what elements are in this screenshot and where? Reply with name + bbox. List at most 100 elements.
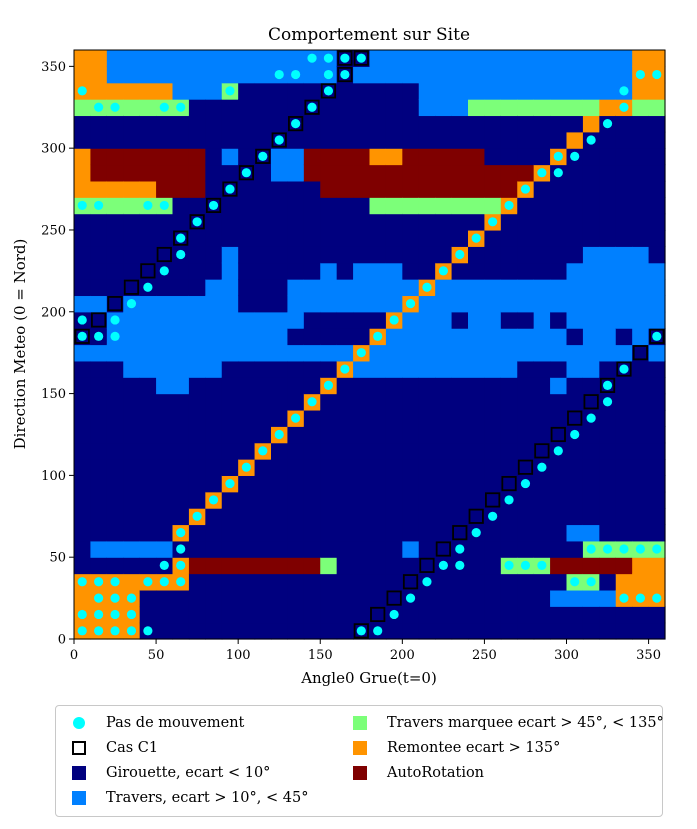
heatmap-cell-travers	[369, 360, 387, 378]
heatmap-cell-girouette	[566, 180, 584, 198]
heatmap-cell-girouette	[468, 426, 486, 444]
heatmap-cell-girouette	[484, 589, 502, 607]
heatmap-cell-girouette	[517, 131, 535, 149]
heatmap-cell-autorotation	[451, 180, 469, 198]
cas-c1-marker	[222, 181, 238, 197]
heatmap-cell-girouette	[303, 589, 321, 607]
cas-c1-marker	[353, 50, 369, 66]
heatmap-cell-girouette	[402, 442, 420, 460]
heatmap-cell-travers	[566, 50, 584, 67]
heatmap-cell-girouette	[320, 229, 338, 247]
pas-de-mouvement-point	[291, 119, 301, 129]
heatmap-cell-girouette	[484, 606, 502, 624]
heatmap-cell-girouette	[139, 508, 157, 526]
heatmap-cell-girouette	[435, 622, 453, 640]
heatmap-cell-travers	[566, 82, 584, 100]
heatmap-cell-girouette	[517, 442, 535, 460]
heatmap-cell-travers	[566, 311, 584, 329]
pas-de-mouvement-point	[570, 577, 580, 587]
heatmap-cell-girouette	[254, 164, 272, 182]
heatmap-cell-travers	[172, 311, 190, 329]
heatmap-cell-travers	[418, 328, 436, 346]
heatmap-cell-girouette	[648, 475, 666, 493]
heatmap-cell-girouette	[353, 377, 371, 395]
heatmap-cell-travers	[336, 279, 354, 297]
heatmap-cell-girouette	[468, 131, 486, 149]
heatmap-cell-girouette	[238, 508, 256, 526]
heatmap-cell-girouette	[188, 524, 206, 542]
heatmap-cell-girouette	[139, 229, 157, 247]
heatmap-cell-autorotation	[500, 180, 518, 198]
heatmap-cell-girouette	[632, 197, 650, 215]
heatmap-cell-girouette	[418, 589, 436, 607]
heatmap-cell-girouette	[632, 164, 650, 182]
heatmap-cell-travers_marquee	[533, 99, 551, 117]
heatmap-cell-girouette	[271, 197, 289, 215]
heatmap-cell-autorotation	[385, 164, 403, 182]
heatmap-cell-girouette	[566, 475, 584, 493]
heatmap-cell-girouette	[156, 213, 174, 231]
heatmap-cell-girouette	[353, 82, 371, 100]
heatmap-cell-girouette	[484, 409, 502, 427]
heatmap-cell-autorotation	[402, 148, 420, 166]
heatmap-cell-girouette	[90, 213, 108, 231]
heatmap-cell-travers_marquee	[500, 99, 518, 117]
heatmap-cell-girouette	[254, 213, 272, 231]
heatmap-cell-travers	[615, 50, 633, 67]
heatmap-cell-girouette	[271, 213, 289, 231]
heatmap-cell-autorotation	[188, 180, 206, 198]
heatmap-cell-girouette	[172, 115, 190, 133]
heatmap-cell-autorotation	[172, 180, 190, 198]
heatmap-cell-girouette	[385, 524, 403, 542]
heatmap-cell-travers	[287, 50, 305, 67]
heatmap-cell-girouette	[303, 197, 321, 215]
pas-de-mouvement-point	[94, 593, 104, 603]
heatmap-cell-travers	[582, 328, 600, 346]
heatmap-cell-travers	[533, 279, 551, 297]
heatmap-cell-girouette	[90, 426, 108, 444]
heatmap-cell-travers	[188, 328, 206, 346]
heatmap-cell-girouette	[484, 540, 502, 558]
heatmap-cell-girouette	[615, 409, 633, 427]
orange-square-icon	[353, 741, 367, 755]
heatmap-cell-girouette	[484, 229, 502, 247]
heatmap-cell-girouette	[287, 262, 305, 280]
heatmap-cell-girouette	[533, 540, 551, 558]
cas-c1-marker	[205, 197, 222, 214]
heatmap-cell-girouette	[615, 622, 633, 640]
heatmap-cell-travers	[369, 262, 387, 280]
heatmap-cell-girouette	[336, 557, 354, 575]
heatmap-cell-girouette	[632, 131, 650, 149]
heatmap-cell-travers	[582, 344, 600, 362]
heatmap-cell-girouette	[451, 426, 469, 444]
cas-c1-marker	[649, 328, 665, 344]
heatmap-cell-travers_marquee	[648, 99, 666, 117]
heatmap-cell-girouette	[254, 246, 272, 264]
heatmap-cell-girouette	[632, 393, 650, 411]
heatmap-cell-girouette	[74, 360, 92, 378]
heatmap-cell-girouette	[582, 180, 600, 198]
heatmap-cell-autorotation	[188, 557, 206, 575]
heatmap-cell-girouette	[451, 131, 469, 149]
heatmap-cell-girouette	[221, 197, 239, 215]
heatmap-cell-travers	[582, 50, 600, 67]
heatmap-cell-girouette	[336, 115, 354, 133]
cas-c1-marker	[435, 541, 451, 557]
heatmap-cell-autorotation	[500, 164, 518, 182]
heatmap-cell-girouette	[402, 115, 420, 133]
heatmap-cell-girouette	[172, 508, 190, 526]
heatmap-cell-travers	[566, 589, 584, 607]
heatmap-cell-girouette	[336, 82, 354, 100]
heatmap-cell-travers	[615, 344, 633, 362]
heatmap-cell-girouette	[205, 377, 223, 395]
heatmap-cell-girouette	[336, 229, 354, 247]
heatmap-cell-girouette	[271, 540, 289, 558]
heatmap-cell-girouette	[221, 164, 239, 182]
heatmap-cell-travers	[484, 344, 502, 362]
heatmap-cell-travers	[74, 344, 92, 362]
heatmap-cell-girouette	[287, 573, 305, 591]
heatmap-cell-girouette	[271, 246, 289, 264]
heatmap-cell-girouette	[320, 540, 338, 558]
x-tick-label: 350	[636, 648, 661, 663]
pas-de-mouvement-point	[274, 135, 284, 145]
